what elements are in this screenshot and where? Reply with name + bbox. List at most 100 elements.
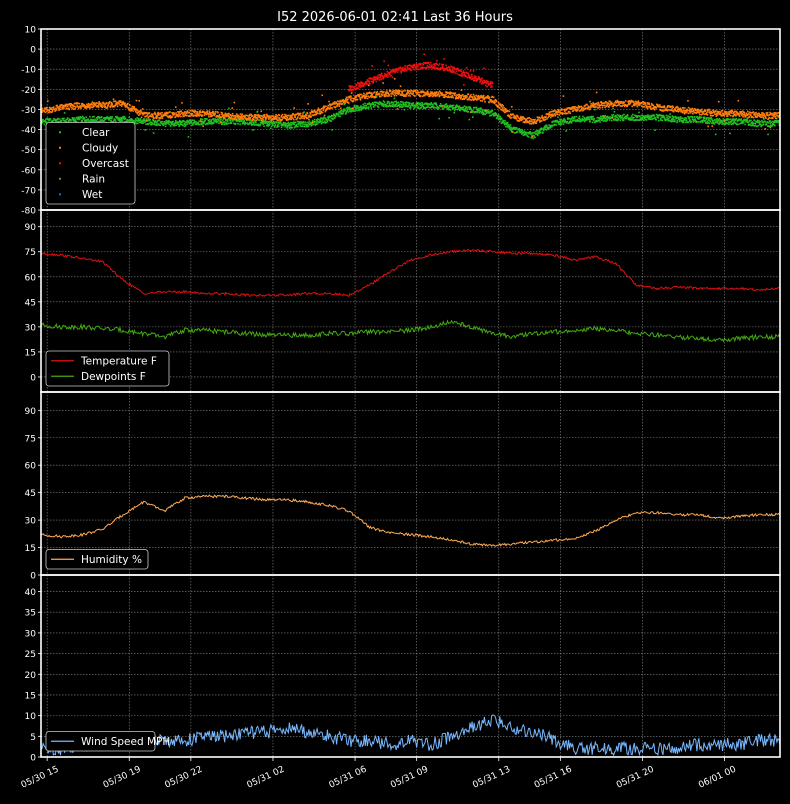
data-point — [672, 106, 675, 108]
data-point — [178, 120, 181, 123]
data-point — [661, 110, 663, 112]
data-point — [758, 121, 761, 124]
data-point — [367, 103, 369, 106]
data-point — [452, 96, 455, 99]
data-point — [443, 58, 445, 60]
data-point — [300, 120, 302, 123]
data-point — [748, 120, 751, 123]
data-point — [101, 106, 104, 109]
data-point — [521, 118, 524, 121]
data-point — [331, 114, 333, 117]
data-point — [370, 95, 372, 98]
data-point — [305, 125, 308, 127]
data-point — [461, 94, 463, 97]
data-point — [422, 95, 424, 97]
data-point — [246, 118, 249, 121]
data-point — [575, 115, 578, 118]
legend-label: Cloudy — [82, 142, 118, 154]
data-point — [452, 71, 455, 73]
data-point — [741, 122, 744, 125]
data-point — [411, 93, 414, 95]
data-point — [481, 109, 484, 111]
data-point — [672, 120, 675, 122]
data-point — [54, 119, 57, 122]
data-point — [718, 118, 721, 120]
data-point — [221, 122, 224, 124]
data-point — [489, 82, 491, 85]
data-point — [371, 77, 374, 80]
data-point — [398, 105, 401, 107]
data-point — [713, 123, 716, 125]
data-point — [523, 132, 526, 134]
data-point — [214, 120, 216, 123]
data-point — [68, 102, 71, 105]
data-point — [412, 90, 414, 92]
data-point — [451, 71, 453, 73]
data-point — [675, 106, 678, 109]
data-point — [212, 118, 215, 120]
data-point — [557, 121, 560, 124]
data-point — [486, 85, 488, 88]
data-point — [451, 69, 454, 72]
data-point — [361, 106, 364, 108]
data-point — [397, 69, 400, 71]
data-point — [157, 119, 160, 122]
data-point — [696, 120, 699, 123]
plot-area — [41, 248, 780, 343]
data-point — [181, 121, 183, 124]
data-point — [55, 109, 58, 111]
data-point — [153, 122, 156, 124]
data-point — [122, 117, 125, 119]
data-point — [706, 120, 709, 123]
data-point — [157, 123, 160, 125]
data-point — [450, 91, 452, 94]
data-point — [461, 73, 463, 75]
data-point — [283, 123, 286, 126]
data-point — [57, 118, 59, 120]
data-point — [587, 118, 589, 121]
data-point — [305, 116, 307, 119]
data-point — [635, 115, 638, 117]
data-point — [58, 107, 61, 110]
data-point — [311, 124, 313, 126]
data-point — [311, 122, 314, 125]
data-point — [201, 110, 204, 113]
data-point — [287, 122, 289, 125]
data-point — [323, 114, 326, 117]
data-point — [479, 110, 482, 113]
data-point — [769, 126, 772, 129]
data-point — [320, 111, 323, 113]
data-point — [566, 120, 568, 123]
data-point — [619, 114, 622, 117]
data-point — [337, 102, 340, 105]
data-point — [350, 95, 352, 98]
data-point — [459, 97, 462, 100]
data-point — [438, 63, 441, 65]
data-point — [752, 116, 755, 119]
data-point — [762, 112, 764, 114]
data-point — [593, 106, 596, 109]
data-point — [488, 101, 490, 103]
data-point — [598, 117, 601, 119]
data-point — [713, 122, 715, 124]
data-point — [707, 125, 709, 128]
data-point — [457, 108, 460, 110]
data-point — [559, 118, 561, 121]
data-point — [152, 113, 154, 116]
data-point — [63, 112, 66, 114]
y-tick-label: -30 — [21, 106, 36, 116]
data-point — [128, 120, 130, 122]
data-point — [760, 125, 762, 128]
data-point — [631, 100, 633, 102]
data-point — [426, 106, 428, 109]
data-point — [697, 108, 699, 111]
data-point — [260, 114, 262, 117]
data-point — [126, 120, 129, 123]
data-point — [562, 123, 565, 126]
data-point — [331, 107, 333, 109]
data-point — [372, 92, 375, 94]
data-point — [659, 108, 662, 111]
data-point — [674, 108, 677, 110]
data-point — [677, 118, 680, 121]
data-point — [68, 120, 70, 123]
